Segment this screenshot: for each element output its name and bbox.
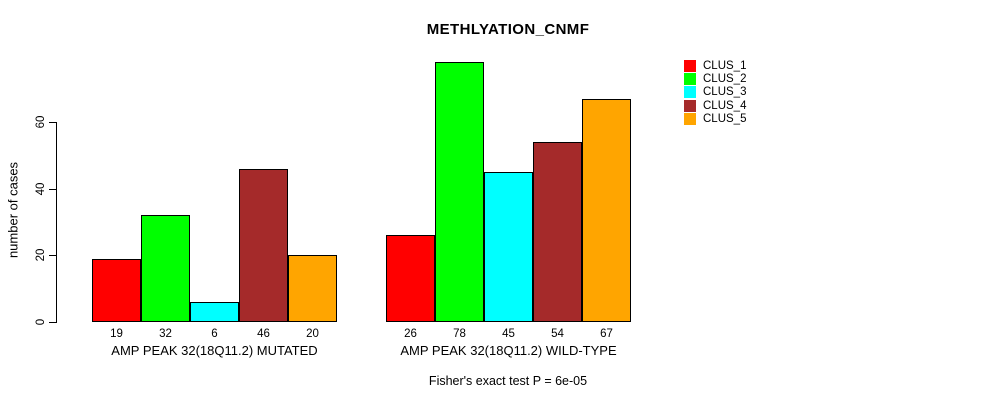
group-label: AMP PEAK 32(18Q11.2) WILD-TYPE xyxy=(400,343,617,358)
bar-clus_1-group2 xyxy=(386,235,435,322)
legend-swatch-icon xyxy=(684,113,696,126)
bar-value-label: 78 xyxy=(453,328,466,340)
legend-swatch-icon xyxy=(684,73,696,86)
legend: CLUS_1 CLUS_2 CLUS_3 CLUS_4 CLUS_5 xyxy=(684,59,746,126)
legend-label: CLUS_1 xyxy=(703,59,747,72)
y-axis-label: number of cases xyxy=(5,161,21,259)
legend-label: CLUS_4 xyxy=(703,99,747,112)
bar-value-label: 54 xyxy=(551,328,564,340)
y-axis-tick xyxy=(49,322,56,323)
y-axis-tick-label: 40 xyxy=(35,182,47,196)
y-axis-tick xyxy=(49,188,56,190)
y-axis-tick xyxy=(49,122,56,123)
y-axis-tick xyxy=(49,255,56,257)
fisher-test-annotation: Fisher's exact test P = 6e-05 xyxy=(428,374,588,388)
y-axis-line xyxy=(56,122,57,323)
legend-row-clus_1: CLUS_1 xyxy=(684,59,746,72)
bar-value-label: 20 xyxy=(306,328,319,340)
bar-clus_2-group1 xyxy=(141,215,190,322)
bar-value-label: 45 xyxy=(502,328,515,340)
legend-swatch-icon xyxy=(684,86,696,99)
legend-row-clus_2: CLUS_2 xyxy=(684,72,747,86)
bar-value-label: 19 xyxy=(110,328,123,340)
bar-clus_4-group2 xyxy=(533,142,582,322)
bar-clus_5-group2 xyxy=(582,99,631,322)
chart-title: METHLYATION_CNMF xyxy=(426,21,590,38)
bar-clus_3-group1 xyxy=(190,302,239,322)
legend-swatch-icon xyxy=(684,99,696,112)
bar-clus_1-group1 xyxy=(92,259,141,322)
bar-clus_3-group2 xyxy=(484,172,533,322)
y-axis-tick-label: 60 xyxy=(35,115,47,129)
group-label: AMP PEAK 32(18Q11.2) MUTATED xyxy=(111,343,318,358)
legend-swatch-icon xyxy=(684,59,696,72)
legend-row-clus_3: CLUS_3 xyxy=(684,86,746,99)
legend-label: CLUS_5 xyxy=(703,113,747,126)
y-axis-tick-label: 20 xyxy=(35,248,47,262)
bar-value-label: 32 xyxy=(159,328,172,340)
bar-clus_5-group1 xyxy=(288,255,337,322)
y-axis-tick-label: 0 xyxy=(35,318,47,326)
legend-row-clus_4: CLUS_4 xyxy=(684,99,746,112)
legend-label: CLUS_2 xyxy=(703,73,747,86)
bar-value-label: 67 xyxy=(600,328,613,340)
bar-value-label: 26 xyxy=(404,328,417,340)
bar-value-label: 46 xyxy=(257,328,270,340)
legend-row-clus_5: CLUS_5 xyxy=(684,113,746,126)
bar-clus_4-group1 xyxy=(239,169,288,322)
bar-value-label: 6 xyxy=(211,328,218,340)
legend-label: CLUS_3 xyxy=(703,86,747,99)
bar-clus_2-group2 xyxy=(435,62,484,322)
